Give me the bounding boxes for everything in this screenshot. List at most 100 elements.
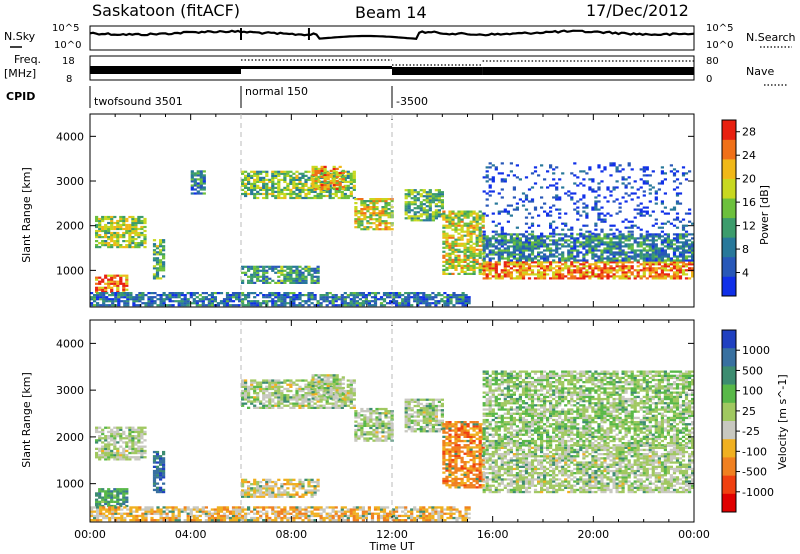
power-echo-cell: [639, 257, 643, 260]
velocity-echo-cell: [335, 382, 339, 385]
power-echo-cell: [543, 257, 547, 260]
power-echo-cell: [116, 219, 120, 223]
velocity-echo-cell: [337, 404, 341, 407]
velocity-echo-cell: [283, 379, 287, 382]
power-echo-cell: [681, 245, 686, 248]
power-echo-cell: [202, 174, 206, 177]
power-echo-cell: [247, 178, 251, 181]
power-echo-cell: [384, 224, 388, 227]
power-echo-cell: [579, 243, 583, 246]
power-echo-cell: [104, 236, 108, 239]
power-echo-cell: [259, 172, 263, 175]
power-echo-cell: [485, 273, 489, 276]
velocity-echo-cell: [314, 378, 318, 381]
power-echo-cell: [104, 215, 108, 219]
power-echo-cell: [491, 263, 495, 266]
power-echo-cell: [681, 263, 686, 266]
power-echo-cell: [609, 164, 613, 167]
velocity-echo-cell: [363, 431, 367, 434]
power-echo-cell: [352, 170, 356, 173]
power-echo-cell: [561, 269, 565, 272]
power-echo-cell: [434, 300, 438, 303]
power-echo-cell: [349, 182, 353, 185]
velocity-echo-cell: [304, 398, 308, 401]
power-echo-cell: [579, 275, 583, 278]
power-echo-cell: [467, 296, 471, 299]
velocity-echo-cell: [319, 406, 323, 409]
velocity-echo-cell: [354, 437, 358, 440]
velocity-echo-cell: [349, 381, 353, 384]
velocity-echo-cell: [352, 404, 356, 407]
power-echo-cell: [657, 247, 661, 250]
velocity-echo-cell: [304, 400, 308, 403]
power-echo-cell: [125, 276, 129, 279]
power-echo-cell: [600, 218, 604, 221]
power-echo-cell: [280, 190, 284, 193]
power-echo-cell: [280, 178, 284, 181]
power-echo-cell: [494, 245, 498, 248]
power-echo-cell: [410, 292, 414, 295]
power-echo-cell: [253, 172, 257, 175]
power-echo-cell: [612, 255, 616, 258]
power-echo-cell: [250, 275, 254, 278]
power-echo-cell: [564, 259, 568, 262]
power-echo-cell: [367, 300, 371, 303]
power-echo-cell: [645, 253, 649, 256]
power-echo-cell: [497, 212, 501, 215]
power-echo-cell: [110, 225, 114, 229]
power-echo-cell: [199, 174, 203, 177]
power-echo-cell: [277, 269, 281, 272]
power-echo-cell: [319, 194, 323, 198]
power-echo-cell: [114, 294, 118, 297]
power-echo-cell: [518, 277, 522, 280]
power-echo-cell: [636, 273, 640, 276]
power-echo-cell: [277, 300, 281, 303]
power-echo-cell: [537, 273, 541, 276]
power-echo-cell: [512, 241, 516, 244]
velocity-echo-cell: [128, 458, 132, 461]
power-echo-cell: [582, 184, 586, 187]
velocity-echo-cell: [277, 406, 281, 409]
power-echo-cell: [446, 300, 450, 303]
velocity-echo-cell: [259, 489, 263, 492]
power-echo-cell: [527, 245, 532, 248]
freq-trace: [90, 59, 694, 75]
power-echo-cell: [372, 212, 376, 215]
power-echo-cell: [555, 208, 559, 211]
power-echo-cell: [340, 298, 344, 301]
velocity-echo-cell: [274, 402, 278, 405]
power-echo-cell: [618, 239, 622, 242]
power-echo-cell: [311, 171, 315, 175]
velocity-echo-cell: [375, 420, 379, 423]
power-echo-cell: [478, 254, 482, 257]
velocity-echo-cell: [256, 398, 260, 401]
power-echo-cell: [552, 261, 556, 264]
velocity-echo-cell: [122, 432, 126, 436]
power-echo-cell: [688, 220, 692, 223]
power-echo-cell: [192, 298, 196, 301]
power-echo-cell: [475, 220, 479, 223]
power-echo-cell: [582, 224, 586, 227]
power-echo-cell: [104, 227, 108, 231]
power-echo-cell: [295, 174, 299, 177]
velocity-echo-cell: [363, 410, 367, 413]
power-echo-cell: [654, 269, 658, 272]
power-echo-cell: [524, 245, 529, 248]
power-echo-cell: [361, 292, 365, 295]
power-echo-cell: [546, 267, 550, 270]
power-echo-cell: [488, 237, 492, 240]
power-echo-cell: [422, 209, 426, 212]
power-echo-cell: [314, 179, 318, 183]
power-echo-cell: [253, 188, 257, 191]
power-echo-cell: [316, 192, 320, 196]
power-echo-cell: [485, 263, 489, 266]
power-echo-cell: [567, 271, 571, 274]
power-echo-cell: [373, 294, 378, 297]
power-echo-cell: [110, 223, 114, 227]
power-echo-cell: [419, 203, 423, 206]
power-echo-cell: [636, 261, 640, 264]
power-echo-cell: [639, 245, 643, 248]
power-echo-cell: [512, 174, 516, 177]
power-echo-cell: [289, 267, 293, 270]
power-echo-cell: [624, 253, 628, 256]
